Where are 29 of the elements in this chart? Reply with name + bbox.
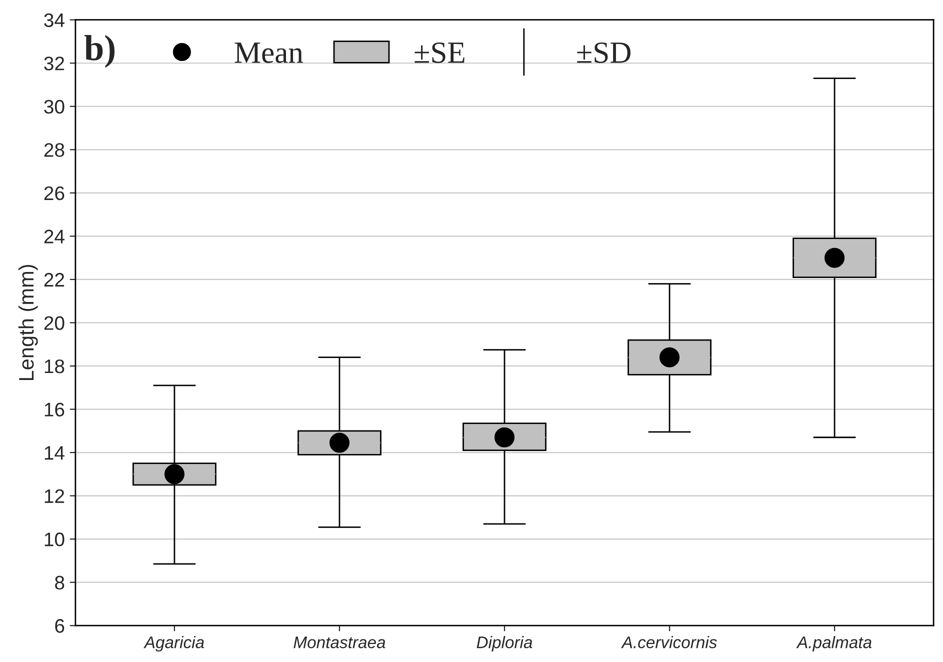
y-tick-label: 18: [44, 359, 64, 374]
annotation: ±SD: [577, 42, 630, 63]
annotation: b): [84, 35, 115, 68]
x-tick-label: Diploria: [476, 636, 532, 652]
y-axis-title: Length (mm): [18, 264, 38, 380]
legend-label: ±SE: [414, 42, 464, 63]
point: [329, 432, 350, 453]
y-tick-label: 20: [44, 316, 64, 330]
point: [164, 464, 184, 484]
y-tick-label: 22: [44, 272, 64, 287]
point: [824, 248, 845, 268]
x-tick-label: A.cervicornis: [621, 636, 717, 648]
y-tick-label: 6: [55, 619, 64, 633]
x-tick-label: Agaricia: [144, 636, 204, 652]
y-tick-label: 10: [44, 532, 64, 546]
y-tick-label: 24: [44, 230, 64, 244]
y-tick-label: 12: [44, 489, 64, 503]
x-tick-label: A.palmata: [796, 636, 872, 652]
legend-label: Mean: [234, 42, 303, 63]
point: [660, 347, 680, 368]
y-tick-label: 14: [44, 446, 64, 460]
y-tick-label: 8: [55, 576, 64, 590]
y-tick-label: 16: [44, 402, 64, 416]
x-tick-label: Montastraea: [294, 636, 386, 648]
y-tick-label: 32: [44, 56, 64, 70]
y-tick-label: 28: [44, 143, 64, 157]
y-tick-label: 26: [44, 186, 64, 200]
y-tick-label: 34: [44, 13, 64, 28]
y-tick-label: 30: [44, 100, 64, 114]
